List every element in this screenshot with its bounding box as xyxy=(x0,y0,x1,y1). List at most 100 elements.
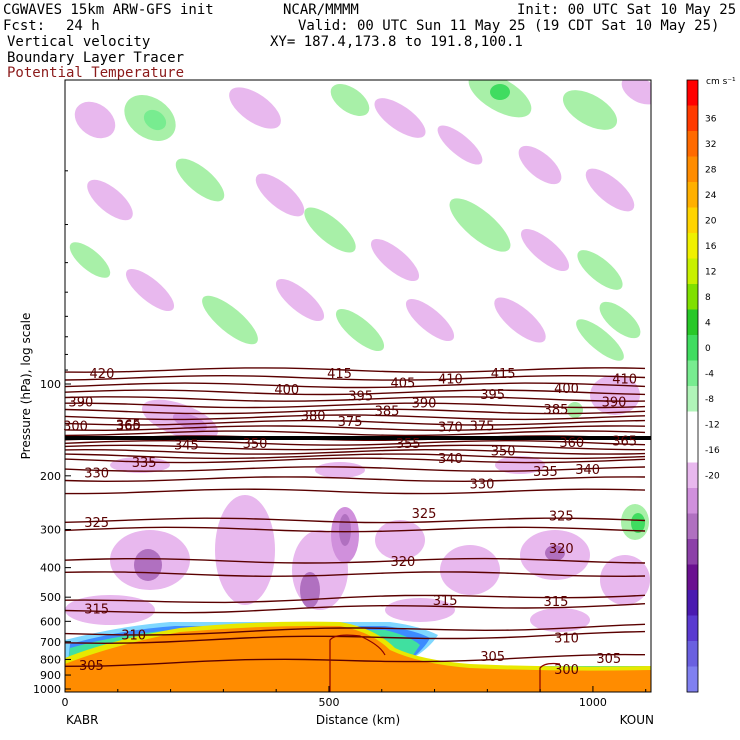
y-tick-label: 700 xyxy=(40,636,61,649)
valid-time: Valid: 00 UTC Sun 11 May 25 (19 CDT Sat … xyxy=(298,18,720,34)
theta-contour-label: 305 xyxy=(596,652,621,667)
colorbar-frame xyxy=(686,79,699,693)
theta-contour xyxy=(65,439,646,446)
theta-contour-label: 390 xyxy=(602,395,627,410)
colorbar-swatch xyxy=(687,437,698,463)
theta-contour xyxy=(65,623,646,636)
colorbar-swatch xyxy=(687,309,698,336)
x-tick-label: 500 xyxy=(318,696,339,709)
theta-contour-label: 375 xyxy=(470,420,495,435)
left-endpoint-label: KABR xyxy=(66,713,98,727)
theta-contour-label: 300 xyxy=(63,420,88,435)
colorbar-label: -8 xyxy=(705,395,714,405)
colorbar-swatch xyxy=(687,258,698,285)
theta-contour-label: 410 xyxy=(612,373,637,388)
theta-contour-label: 385 xyxy=(544,403,569,418)
colorbar-swatch xyxy=(687,335,698,361)
y-tick-label: 800 xyxy=(40,653,61,666)
theta-contour xyxy=(65,367,646,373)
theta-contour-lines xyxy=(65,367,646,667)
theta-contour xyxy=(65,374,646,381)
theta-contour xyxy=(65,526,646,533)
colorbar-label: 0 xyxy=(705,344,711,354)
theta-contour-label: 365 xyxy=(116,419,141,434)
bl-outline xyxy=(329,634,561,692)
theta-contour-label: 335 xyxy=(132,456,157,471)
theta-contour-label: 310 xyxy=(554,632,579,647)
distance-axis: 0 500 1000 xyxy=(62,686,647,709)
colorbar-label: 36 xyxy=(705,114,717,124)
title-center: NCAR/MMMM xyxy=(283,2,359,18)
y-tick-label: 300 xyxy=(40,524,61,537)
theta-contour xyxy=(65,382,646,389)
theta-contour xyxy=(65,425,646,432)
theta-contour-label: 390 xyxy=(68,395,93,410)
colorbar-swatch xyxy=(687,462,698,489)
colorbar-swatch xyxy=(687,411,698,438)
colorbar-label: 20 xyxy=(705,216,717,226)
theta-contour xyxy=(65,414,646,421)
theta-contour-label: 330 xyxy=(470,478,495,493)
colorbar-units: cm s⁻¹ xyxy=(706,77,736,87)
theta-contour-label: 330 xyxy=(84,466,109,481)
theta-contour-label: 315 xyxy=(433,594,458,609)
colorbar: 36 32 28 24 20 16 12 8 4 0 -4 -8 -12 -16 -20 xyxy=(686,79,720,693)
theta-contour xyxy=(65,517,646,524)
theta-contour-label: 355 xyxy=(396,437,421,452)
colorbar-swatch xyxy=(687,360,698,387)
field-potential-temperature: Potential Temperature xyxy=(7,65,185,81)
theta-contour xyxy=(65,389,646,396)
theta-contour-label: 400 xyxy=(554,382,579,397)
theta-contour-label: 340 xyxy=(575,463,600,478)
theta-contour-label: 300 xyxy=(554,663,579,678)
colorbar-label: 8 xyxy=(705,293,711,303)
colorbar-swatch xyxy=(687,233,698,259)
y-tick-label: 1000 xyxy=(33,683,61,696)
colorbar-label: 24 xyxy=(705,191,717,201)
theta-contour-label: 395 xyxy=(348,389,373,404)
theta-contour-label: 410 xyxy=(438,373,463,388)
y-tick-label: 600 xyxy=(40,615,61,628)
theta-contour-label: 390 xyxy=(412,397,437,412)
theta-contour-label: 310 xyxy=(121,628,146,643)
vertical-velocity-shading xyxy=(65,80,651,632)
colorbar-swatch xyxy=(687,539,698,565)
colorbar-label: 32 xyxy=(705,140,716,150)
colorbar-swatch xyxy=(687,156,698,183)
theta-contour xyxy=(65,653,646,667)
colorbar-swatch xyxy=(687,386,698,412)
colorbar-swatch xyxy=(687,615,698,642)
theta-contour-label: 365 xyxy=(612,434,637,449)
colorbar-label: -20 xyxy=(705,471,720,481)
theta-contour-label: 375 xyxy=(338,415,363,430)
colorbar-label: 4 xyxy=(705,318,711,328)
theta-contour-label: 420 xyxy=(90,367,115,382)
theta-contour xyxy=(65,457,646,464)
theta-contour xyxy=(65,430,646,437)
right-endpoint-label: KOUN xyxy=(620,713,654,727)
colorbar-swatch xyxy=(687,131,698,157)
colorbar-swatch xyxy=(687,182,698,208)
theta-contour-label: 405 xyxy=(390,377,415,392)
theta-contour-label: 350 xyxy=(243,437,268,452)
theta-contour xyxy=(65,594,646,604)
colorbar-label: 16 xyxy=(705,242,717,252)
init-time: Init: 00 UTC Sat 10 May 25 xyxy=(517,2,737,18)
colorbar-swatch xyxy=(687,284,698,310)
colorbar-swatch xyxy=(687,207,698,234)
theta-contour-label: 315 xyxy=(84,603,109,618)
theta-contour-label: 340 xyxy=(438,452,463,467)
colorbar-swatch xyxy=(687,564,698,591)
theta-contour-label: 415 xyxy=(327,367,352,382)
colorbar-label: -16 xyxy=(705,446,720,456)
theta-contour xyxy=(65,557,646,564)
title-left: CGWAVES 15km ARW-GFS init xyxy=(3,2,214,18)
theta-contour-label: 320 xyxy=(390,555,415,570)
theta-contour xyxy=(65,408,646,415)
theta-contour-label: 315 xyxy=(544,595,569,610)
y-tick-label: 200 xyxy=(40,470,61,483)
cross-section-endpoints: XY= 187.4,173.8 to 191.8,100.1 xyxy=(270,34,523,50)
